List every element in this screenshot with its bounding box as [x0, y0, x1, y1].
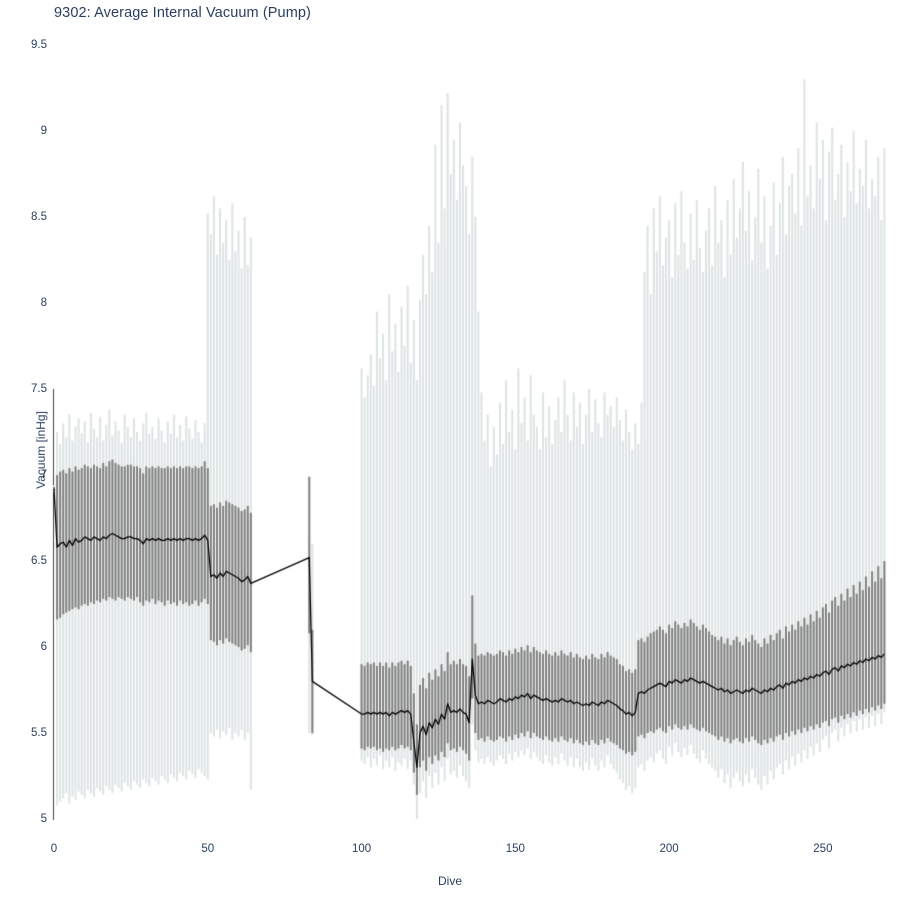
y-tick-label: 9.5	[31, 39, 47, 51]
x-tick-label: 250	[813, 843, 833, 855]
chart-title: 9302: Average Internal Vacuum (Pump)	[54, 5, 311, 21]
x-tick-label: 150	[505, 843, 525, 855]
x-tick-label: 0	[50, 843, 58, 855]
y-tick-label: 8.5	[31, 211, 47, 223]
x-tick-label: 100	[351, 843, 372, 855]
y-tick-label: 5	[40, 813, 47, 825]
y-tick-label: 7.5	[31, 383, 47, 395]
x-tick-label: 50	[201, 843, 215, 855]
x-tick-label: 200	[659, 843, 679, 855]
x-axis-label: Dive	[437, 874, 462, 888]
y-axis-ticks: 9.5 9 8.5 8 7.5 7 6.5 6 5.5 5	[0, 0, 47, 900]
y-tick-label: 5.5	[31, 727, 47, 739]
y-tick-label: 7	[40, 469, 47, 481]
y-tick-label: 8	[40, 297, 47, 309]
y-tick-label: 6	[40, 641, 47, 653]
y-tick-label: 9	[40, 125, 47, 137]
y-tick-label: 6.5	[31, 555, 47, 567]
